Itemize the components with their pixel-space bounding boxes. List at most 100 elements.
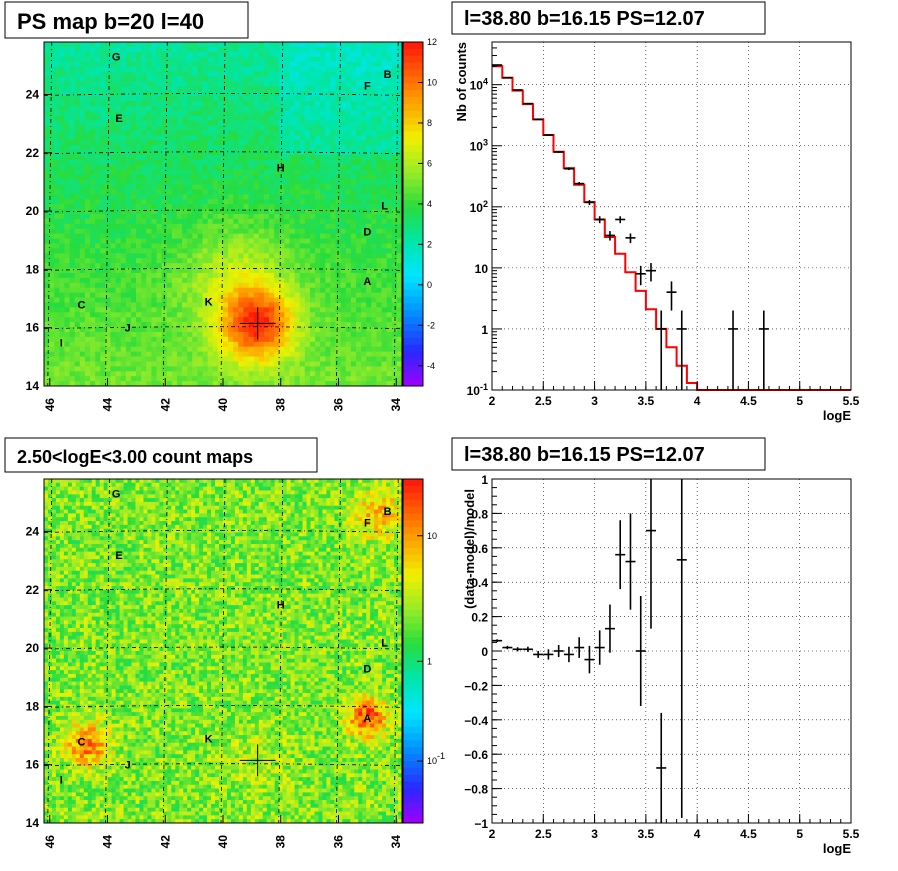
heatmap-cell — [330, 42, 336, 48]
heatmap-cell — [74, 81, 81, 87]
heatmap-cell — [381, 356, 388, 362]
heatmap-cell — [156, 327, 163, 333]
heatmap-cell — [100, 287, 106, 294]
heatmap-cell — [253, 371, 260, 377]
heatmap-cell — [130, 371, 137, 377]
heatmap-cell — [223, 110, 229, 117]
heatmap-cell — [371, 194, 377, 200]
heatmap-cell — [345, 115, 352, 122]
heatmap-cell — [248, 282, 255, 289]
heatmap-cell — [202, 214, 209, 220]
heatmap-cell — [105, 96, 111, 102]
heatmap-cell — [130, 209, 137, 215]
heatmap-cell — [171, 223, 178, 230]
heatmap-cell — [69, 96, 76, 102]
heatmap-cell — [233, 61, 239, 67]
heatmap-cell — [340, 81, 347, 87]
heatmap-cell — [207, 233, 214, 239]
heatmap-cell — [95, 307, 101, 313]
heatmap-cell — [84, 42, 91, 48]
heatmap-cell — [69, 42, 76, 48]
heatmap-cell — [355, 243, 362, 249]
heatmap-cell — [84, 356, 91, 362]
heatmap-cell — [381, 312, 388, 318]
heatmap-cell — [238, 371, 244, 377]
heatmap-cell — [325, 120, 331, 126]
heatmap-cell — [228, 228, 234, 235]
heatmap-cell — [130, 150, 137, 156]
heatmap-cell — [197, 66, 203, 72]
heatmap-cell — [238, 238, 244, 244]
heatmap-cell — [105, 327, 111, 333]
heatmap-cell — [100, 130, 106, 136]
heatmap-cell — [59, 199, 65, 205]
heatmap-cell — [355, 199, 362, 205]
heatmap-cell — [151, 105, 157, 112]
heatmap-cell — [44, 307, 50, 313]
heatmap-cell — [44, 297, 50, 303]
heatmap-cell — [105, 66, 111, 72]
heatmap-cell — [274, 56, 280, 63]
heatmap-cell — [309, 312, 316, 318]
heatmap-cell — [269, 361, 275, 367]
heatmap-cell — [212, 277, 219, 284]
heatmap-cell — [233, 248, 239, 254]
heatmap-cell — [192, 218, 198, 225]
heatmap-cell — [330, 100, 336, 107]
heatmap-cell — [371, 317, 377, 323]
heatmap-cell — [207, 71, 214, 77]
heatmap-cell — [376, 86, 382, 92]
heatmap-cell — [284, 268, 290, 274]
heatmap-cell — [130, 174, 137, 180]
heatmap-cell — [274, 169, 280, 176]
heatmap-cell — [243, 346, 249, 352]
heatmap-cell — [95, 258, 101, 264]
heatmap-cell — [64, 297, 70, 303]
heatmap-cell — [263, 268, 270, 274]
heatmap-cell — [187, 322, 193, 328]
heatmap-cell — [182, 228, 188, 235]
heatmap-cell — [366, 204, 372, 210]
heatmap-cell — [371, 56, 377, 63]
heatmap-cell — [299, 140, 306, 146]
heatmap-cell — [304, 46, 311, 53]
heatmap-cell — [340, 159, 347, 166]
heatmap-cell — [100, 327, 106, 333]
heatmap-cell — [345, 322, 352, 328]
heatmap-cell — [396, 346, 403, 352]
heatmap-cell — [223, 331, 229, 338]
heatmap-cell — [161, 214, 168, 220]
heatmap-cell — [136, 179, 142, 185]
colorbar-swatch — [403, 234, 423, 243]
heatmap-cell — [350, 115, 357, 122]
heatmap-cell — [120, 336, 127, 343]
heatmap-cell — [151, 297, 157, 303]
heatmap-cell — [136, 199, 142, 205]
heatmap-cell — [330, 268, 336, 274]
heatmap-cell — [335, 159, 342, 166]
heatmap-cell — [146, 115, 152, 122]
heatmap-cell — [74, 233, 81, 239]
heatmap-cell — [350, 66, 357, 72]
heatmap-cell — [315, 312, 321, 318]
heatmap-cell — [90, 42, 96, 48]
heatmap-cell — [263, 51, 270, 58]
heatmap-cell — [182, 120, 188, 126]
heatmap-cell — [59, 322, 65, 328]
heatmap-cell — [197, 282, 203, 289]
heatmap-cell — [64, 164, 70, 171]
heatmap-cell — [294, 174, 301, 180]
heatmap-cell — [166, 159, 173, 166]
y-tick-label: 18 — [26, 262, 40, 276]
heatmap-cell — [156, 341, 163, 348]
heatmap-cell — [120, 263, 127, 269]
heatmap-cell — [340, 96, 347, 102]
heatmap-cell — [396, 248, 403, 254]
heatmap-cell — [238, 135, 244, 141]
heatmap-cell — [79, 272, 86, 279]
heatmap-cell — [345, 287, 352, 294]
heatmap-cell — [299, 248, 306, 254]
heatmap-cell — [59, 110, 65, 117]
heatmap-cell — [100, 292, 106, 298]
heatmap-cell — [44, 317, 50, 323]
